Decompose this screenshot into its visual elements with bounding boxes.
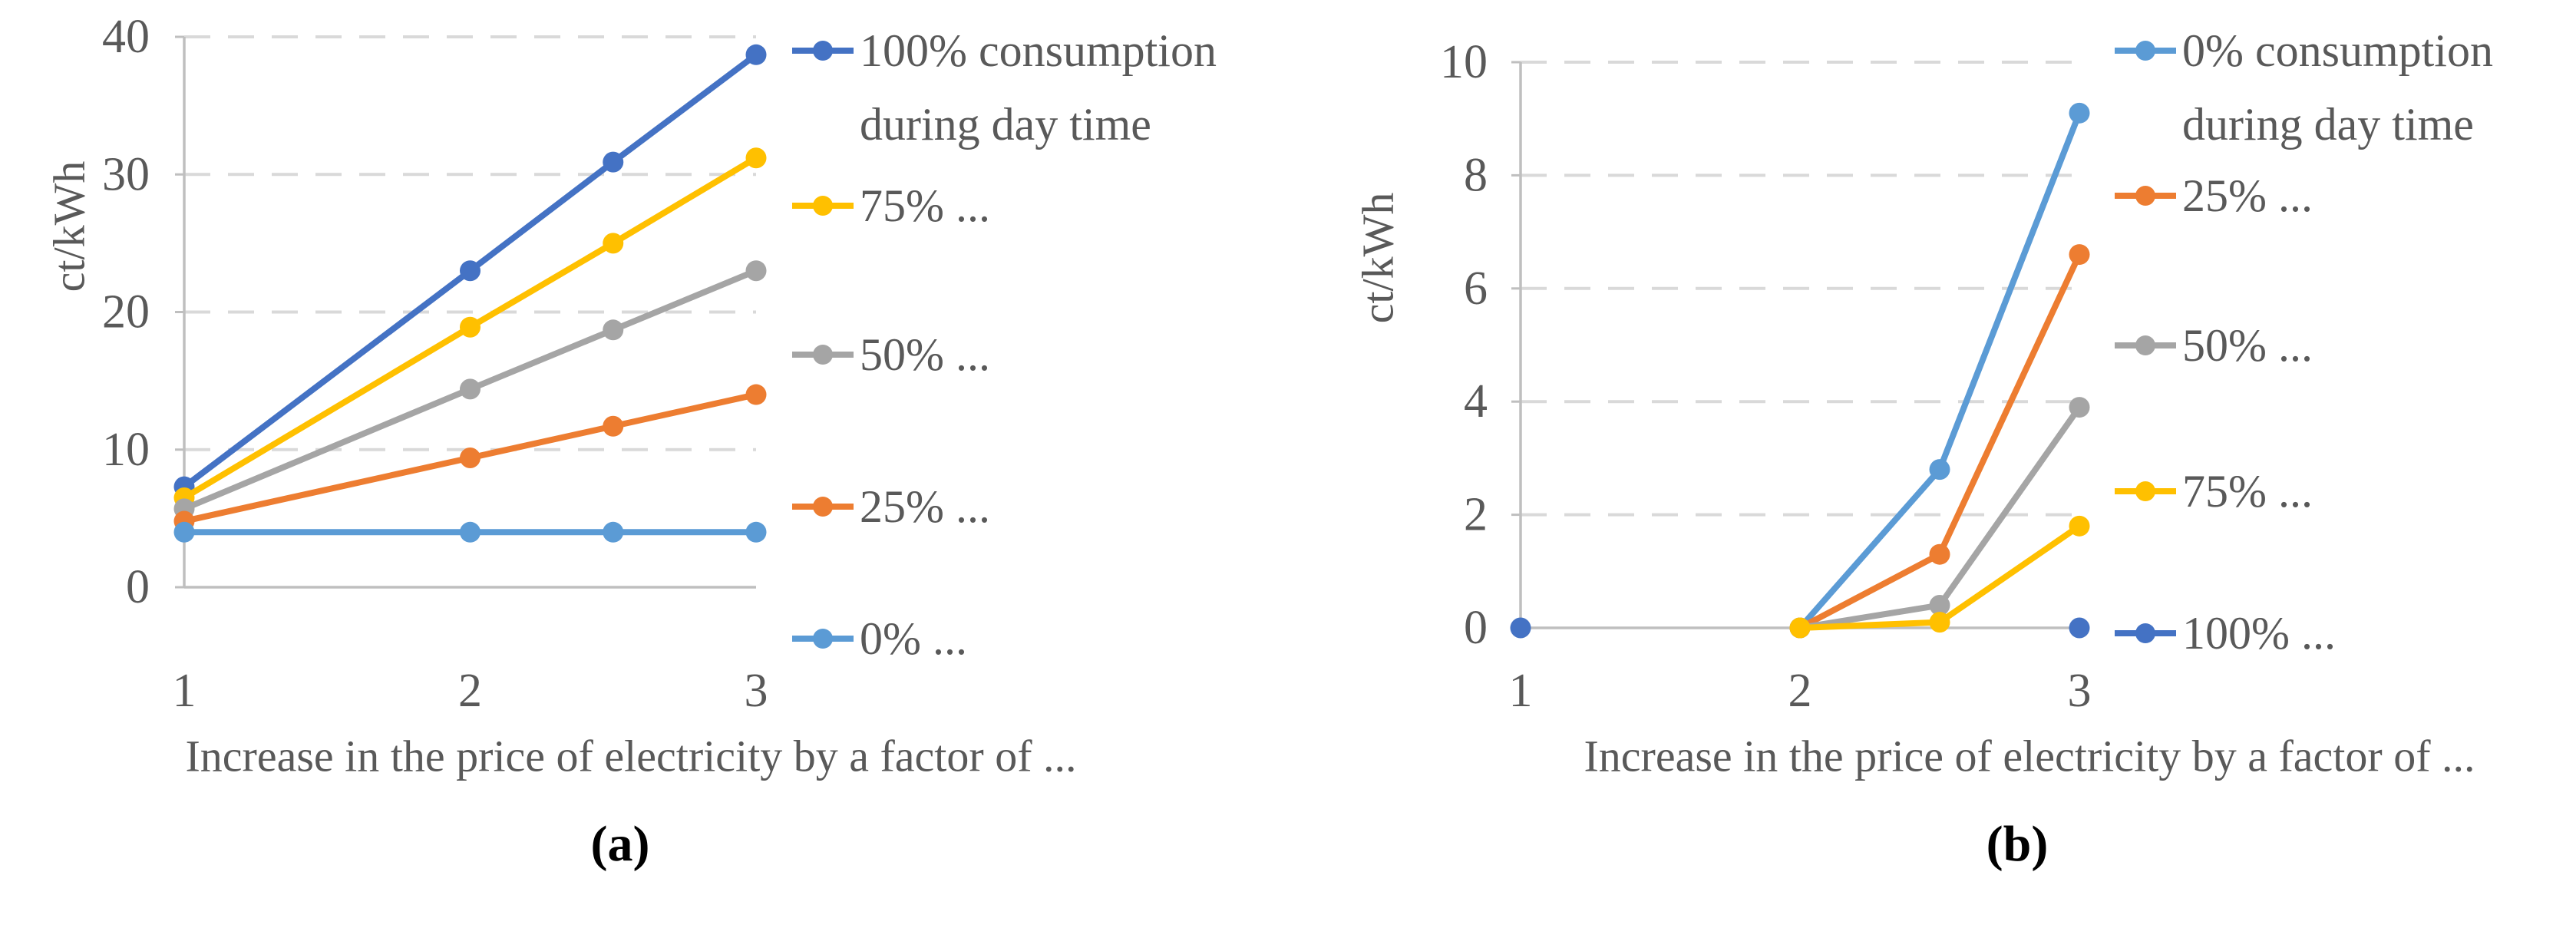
y-tick-label: 10 bbox=[1440, 36, 1488, 88]
legend-marker-dot bbox=[2135, 335, 2155, 355]
panel-a: 0 10 20 30 40 1 2 3 100% consumption during day t… bbox=[0, 0, 1274, 938]
data-point-marker bbox=[745, 147, 767, 169]
line-chart-a: 0 10 20 30 40 1 2 3 100% consumption during day t… bbox=[102, 11, 1217, 717]
data-point-marker bbox=[745, 260, 767, 282]
data-point-marker bbox=[460, 448, 481, 469]
legend-marker-dot bbox=[813, 497, 833, 517]
data-point-marker bbox=[603, 151, 624, 173]
data-point-marker bbox=[1929, 612, 1950, 633]
y-tick-label: 10 bbox=[102, 424, 150, 476]
series-line bbox=[1797, 251, 2082, 631]
data-point-marker bbox=[745, 521, 767, 543]
y-tick-label: 2 bbox=[1464, 489, 1488, 541]
legend-item-label: 75% ... bbox=[860, 180, 990, 231]
data-point-marker bbox=[1929, 595, 1950, 616]
data-point-marker bbox=[2069, 515, 2090, 537]
series-line bbox=[181, 51, 759, 490]
x-tick-label: 1 bbox=[1509, 665, 1533, 717]
y-tick-label: 0 bbox=[126, 561, 150, 613]
data-point-marker bbox=[2069, 617, 2090, 639]
legend-item-label: 50% ... bbox=[2182, 320, 2313, 371]
data-point-marker bbox=[603, 521, 624, 543]
legend-item-label: 100% ... bbox=[2182, 608, 2336, 659]
series-line bbox=[1797, 404, 2082, 631]
data-point-marker bbox=[1789, 617, 1811, 639]
panel-caption-a: (a) bbox=[590, 816, 650, 872]
data-point-marker bbox=[173, 521, 195, 543]
data-point-marker bbox=[460, 316, 481, 338]
data-point-marker bbox=[460, 378, 481, 400]
y-axis-title-a: ct/kWh bbox=[44, 160, 94, 292]
data-point-marker bbox=[2069, 397, 2090, 418]
legend-marker-dot bbox=[2135, 481, 2155, 501]
panel-b: 0 2 4 6 8 10 1 2 3 0% consumption during day time 2… bbox=[1274, 0, 2576, 938]
y-tick-label: 6 bbox=[1464, 263, 1488, 315]
data-point-marker bbox=[2069, 102, 2090, 124]
y-axis-title-b: ct/kWh bbox=[1352, 192, 1403, 324]
data-point-marker bbox=[745, 384, 767, 405]
data-point-marker bbox=[603, 415, 624, 437]
legend-marker-dot bbox=[813, 41, 833, 61]
legend-marker-dot bbox=[2135, 41, 2155, 61]
data-point-marker bbox=[460, 521, 481, 543]
data-point-marker bbox=[745, 44, 767, 65]
legend-marker-dot bbox=[2135, 623, 2155, 643]
series-line bbox=[181, 391, 759, 524]
y-tick-label: 20 bbox=[102, 286, 150, 339]
x-tick-label: 1 bbox=[173, 665, 197, 717]
data-point-marker bbox=[603, 319, 624, 341]
legend-item-label: 0% consumption bbox=[2182, 25, 2493, 76]
data-point-marker bbox=[1929, 459, 1950, 481]
legend-item-label: 50% ... bbox=[860, 329, 990, 380]
series-line bbox=[181, 154, 759, 501]
y-tick-label: 30 bbox=[102, 148, 150, 200]
legend-item-label: 0% ... bbox=[860, 613, 967, 664]
x-tick-label: 3 bbox=[745, 665, 768, 717]
legend-marker-dot bbox=[813, 629, 833, 649]
x-axis-title-a: Increase in the price of electricity by … bbox=[185, 731, 1077, 781]
y-tick-label: 40 bbox=[102, 11, 150, 63]
legend-marker-dot bbox=[813, 345, 833, 365]
data-point-marker bbox=[2069, 244, 2090, 266]
legend-item-label: 100% consumption bbox=[860, 25, 1217, 76]
data-point-marker bbox=[460, 260, 481, 282]
legend-item-label: 25% ... bbox=[860, 481, 990, 532]
panel-caption-b: (b) bbox=[1986, 816, 2049, 872]
x-axis-title-b: Increase in the price of electricity by … bbox=[1584, 731, 2475, 781]
data-point-marker bbox=[1510, 617, 1531, 639]
y-tick-label: 4 bbox=[1464, 375, 1488, 428]
series-line bbox=[181, 267, 759, 512]
legend-item-label: 25% ... bbox=[2182, 170, 2313, 221]
x-tick-label: 2 bbox=[458, 665, 482, 717]
x-tick-label: 2 bbox=[1788, 665, 1812, 717]
legend-marker-dot bbox=[2135, 186, 2155, 206]
legend-item-label: during day time bbox=[2182, 99, 2474, 150]
y-tick-label: 8 bbox=[1464, 149, 1488, 201]
legend-marker-dot bbox=[813, 196, 833, 216]
legend-item-label: 75% ... bbox=[2182, 466, 2313, 517]
y-tick-label: 0 bbox=[1464, 602, 1488, 654]
data-point-marker bbox=[603, 233, 624, 254]
data-point-marker bbox=[1929, 543, 1950, 565]
x-tick-label: 3 bbox=[2068, 665, 2092, 717]
legend-item-label: during day time bbox=[860, 99, 1151, 150]
